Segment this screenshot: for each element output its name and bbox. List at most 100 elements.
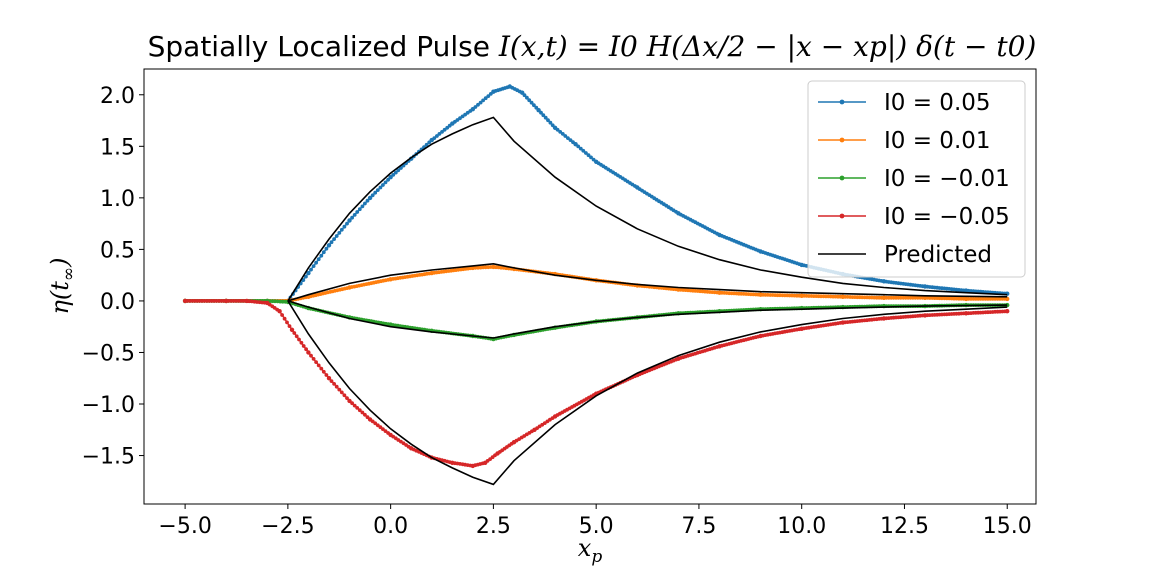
chart-title-math: I(x,t) = I0 H(Δx/2 − |x − xp|) δ(t − t0) [498,30,1037,63]
sample-marker [321,250,326,255]
sample-marker [347,399,352,403]
sample-marker [481,98,485,103]
sample-marker [277,309,282,314]
sample-marker [232,299,236,303]
legend-label: I0 = −0.05 [884,204,1010,230]
y-tick-label: 1.0 [100,187,135,212]
sample-marker [536,108,541,113]
sample-marker [368,196,372,200]
series-line [185,300,1008,467]
sample-marker [429,138,434,143]
y-tick-label: 2.0 [100,84,135,109]
sample-marker [473,105,478,109]
sample-marker [373,421,378,426]
predicted-curve-2 [287,262,1008,302]
sample-marker [334,234,339,238]
sample-marker [316,363,321,368]
x-tick-label: 7.5 [681,514,716,539]
sample-marker [437,132,442,136]
sample-marker [360,204,365,209]
sample-marker [1005,297,1010,301]
legend-label: I0 = 0.01 [884,128,991,154]
sample-marker [383,180,388,185]
sample-marker [432,136,437,141]
sample-marker [375,423,380,428]
sample-marker [527,98,532,103]
legend-marker [839,213,845,219]
plot-frame [143,68,1037,505]
sample-marker [365,198,370,203]
sample-marker [332,237,336,242]
sample-marker [334,384,339,389]
legend-label: I0 = −0.01 [884,166,1010,192]
sample-marker [339,227,344,232]
sample-marker [558,130,563,134]
sample-marker [522,93,527,98]
x-tick-label: 12.5 [880,514,929,539]
sample-marker [339,390,344,395]
legend-item-i0-0-05: I0 = −0.05 [818,204,1010,230]
sample-marker [321,369,326,374]
sample-marker [360,410,365,415]
sample-marker [378,185,383,190]
sample-marker [568,138,573,143]
sample-marker [470,107,475,112]
sample-marker [447,123,452,128]
sample-marker [566,136,570,141]
sample-marker [304,347,308,352]
sample-marker [224,299,229,303]
sample-marker [1005,309,1010,314]
sample-marker [571,140,575,145]
legend-label: Predicted [884,242,992,268]
sample-marker [345,396,349,400]
sample-marker [589,155,593,160]
sample-marker [226,299,231,303]
sample-marker [309,267,313,272]
y-tick-label: −0.5 [82,341,135,366]
sample-marker [342,393,347,398]
sample-marker [319,366,324,371]
legend: I0 = 0.05 I0 = 0.01 I0 = −0.01 I0 = −0.05 Pr… [807,80,1026,278]
sample-marker [350,401,354,406]
sample-marker [352,213,357,217]
predicted-curve-1 [287,116,1008,302]
sample-marker [365,415,370,420]
x-axis-ticks: −5.0 −2.5 0.0 2.5 5.0 7.5 10.0 12.5 15.0 [158,504,1032,539]
sample-marker [316,257,321,262]
sample-marker [329,240,334,245]
x-tick-label: −2.5 [261,514,314,539]
x-tick-label: 2.5 [476,514,511,539]
sample-marker [546,118,550,123]
legend-marker [839,99,845,105]
sample-marker [576,144,581,149]
sample-marker [573,142,578,147]
sample-marker [427,140,432,145]
sample-marker [234,299,239,303]
sample-marker [314,360,318,364]
sample-marker [370,193,375,198]
sample-marker [476,102,480,107]
x-tick-label: −5.0 [158,514,211,539]
legend-marker [839,175,845,181]
sample-marker [280,313,284,317]
sample-marker [388,175,393,180]
sample-marker [383,429,388,433]
sample-marker [337,231,342,235]
sample-marker [363,201,367,206]
sample-marker [375,188,380,193]
y-tick-label: 0.0 [100,290,135,315]
y-tick-label: 0.5 [100,238,135,263]
sample-marker [350,215,354,220]
sample-marker [532,103,536,108]
sample-marker [314,260,318,265]
sample-marker [373,190,378,195]
sample-marker [363,412,367,417]
sample-marker [306,271,311,275]
sample-marker [548,120,553,125]
sample-marker [488,92,493,96]
sample-marker [357,207,362,212]
predicted-curve-4 [287,300,1008,486]
sample-marker [294,334,299,339]
sample-marker [304,274,308,279]
